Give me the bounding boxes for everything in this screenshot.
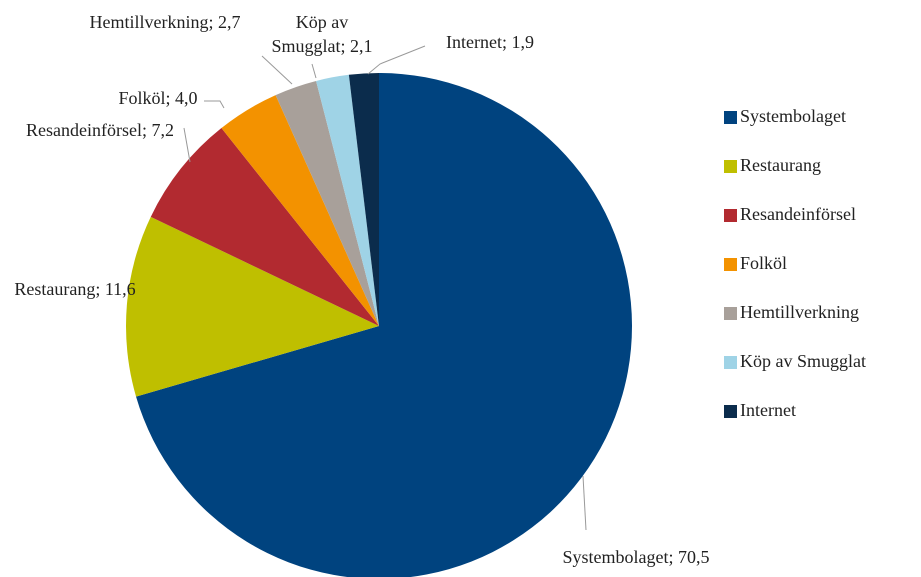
pie-slice — [136, 73, 632, 577]
data-label: Internet; 1,9 — [446, 32, 534, 52]
legend-swatch — [724, 356, 737, 369]
legend-label: Internet — [740, 400, 796, 420]
legend-label: Hemtillverkning — [740, 302, 859, 322]
data-label: Resandeinförsel; 7,2 — [26, 120, 174, 140]
legend-swatch — [724, 160, 737, 173]
legend-swatch — [724, 258, 737, 271]
legend-swatch — [724, 405, 737, 418]
pie-slice — [221, 95, 379, 327]
pie-slice — [275, 80, 379, 327]
leader-line — [183, 127, 191, 163]
legend-swatch — [724, 307, 737, 320]
legend-label: Systembolaget — [740, 106, 846, 126]
legend-label: Restaurang — [740, 155, 821, 175]
data-label: Restaurang; 11,6 — [14, 279, 136, 299]
data-label: Hemtillverkning; 2,7 — [89, 12, 241, 32]
leader-line — [261, 55, 293, 85]
leader-line — [204, 100, 225, 109]
pie — [125, 73, 632, 577]
pie-slice — [348, 73, 379, 326]
legend-label: Folköl — [740, 253, 787, 273]
pie-slice — [125, 216, 379, 397]
leader-line — [582, 475, 587, 531]
leader-line — [367, 45, 426, 75]
legend-label: Resandeinförsel — [740, 204, 856, 224]
leader-line — [311, 63, 317, 79]
legend: Systembolaget Restaurang Resandeinförsel Fo… — [724, 106, 866, 420]
pie-slice — [150, 128, 379, 326]
legend-swatch — [724, 111, 737, 124]
legend-swatch — [724, 209, 737, 222]
data-label: Köp av Smugglat; 2,1 — [271, 12, 373, 56]
data-label: Folköl; 4,0 — [118, 88, 198, 108]
data-label: Systembolaget; 70,5 — [562, 547, 710, 567]
pie-slice — [316, 74, 379, 327]
legend-label: Köp av Smugglat — [740, 351, 866, 371]
